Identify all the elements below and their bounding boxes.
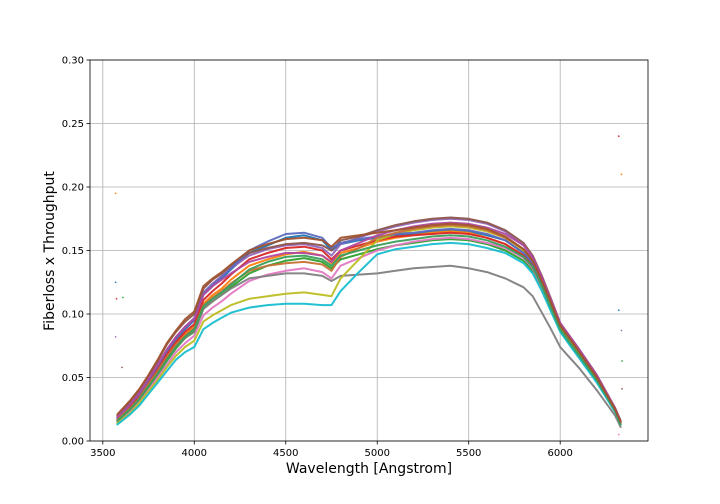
outlier-point: [114, 281, 117, 284]
outlier-point: [115, 297, 118, 300]
plot-series-group: [116, 216, 622, 428]
outlier-point: [621, 360, 623, 362]
x-tick-label: 4000: [182, 448, 207, 459]
outlier-point: [620, 329, 623, 332]
x-axis-label: Wavelength [Angstrom]: [286, 461, 452, 477]
y-tick-label: 0.05: [62, 373, 84, 384]
outlier-point: [620, 173, 623, 176]
x-tick-label: 5500: [456, 448, 481, 459]
y-axis-label: Fiberloss x Throughput: [42, 171, 58, 331]
x-axis-ticks: 3500 4000 4500 5000 5500 6000: [90, 441, 573, 459]
outlier-point: [114, 192, 117, 195]
y-tick-label: 0.10: [62, 310, 84, 321]
x-tick-label: 5000: [365, 448, 390, 459]
outlier-point: [114, 335, 117, 338]
y-tick-label: 0.25: [62, 119, 84, 130]
series-line-13: [116, 234, 622, 426]
y-tick-label: 0.30: [62, 56, 84, 67]
outlier-points-group: [114, 135, 623, 436]
outlier-point: [617, 309, 620, 312]
x-tick-label: 6000: [547, 448, 572, 459]
y-axis-ticks: 0.00 0.05 0.10 0.15 0.20 0.25 0.30: [62, 56, 90, 448]
outlier-point: [121, 366, 123, 369]
outlier-point: [621, 388, 623, 390]
series-line-10: [116, 241, 622, 426]
outlier-point: [617, 135, 620, 138]
y-tick-label: 0.15: [62, 246, 84, 257]
x-tick-label: 3500: [90, 448, 115, 459]
outlier-point: [617, 433, 620, 436]
outlier-point: [122, 296, 124, 299]
y-tick-label: 0.20: [62, 183, 84, 194]
series-line-15: [116, 222, 622, 423]
y-tick-label: 0.00: [62, 437, 84, 448]
series-line-14: [116, 221, 622, 423]
x-tick-label: 4500: [273, 448, 298, 459]
